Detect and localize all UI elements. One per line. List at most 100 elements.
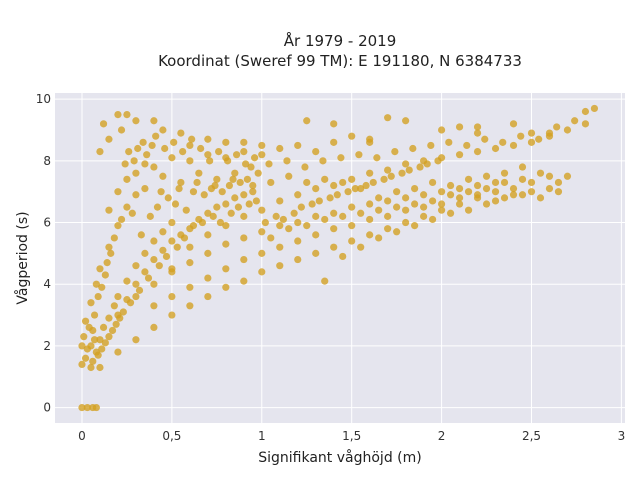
data-point (312, 212, 320, 220)
data-point (92, 280, 100, 288)
data-point (171, 200, 180, 208)
data-point (94, 351, 102, 359)
data-point (455, 194, 464, 202)
data-point (455, 151, 464, 159)
data-point (554, 178, 563, 187)
data-point (384, 225, 392, 233)
data-point (545, 129, 554, 137)
data-point (85, 323, 93, 331)
data-point (571, 117, 579, 125)
data-point (303, 178, 311, 187)
data-point (252, 197, 260, 205)
data-point (527, 188, 536, 196)
data-point (402, 206, 410, 214)
data-point (455, 123, 464, 131)
x-tick-label: 1 (258, 429, 266, 443)
data-point (411, 222, 419, 230)
data-point (204, 231, 212, 239)
data-point (402, 117, 410, 125)
data-point (402, 218, 410, 227)
data-point (464, 206, 473, 214)
data-point (114, 348, 122, 356)
data-point (119, 308, 127, 316)
data-point (141, 185, 149, 193)
data-point (366, 200, 374, 208)
data-point (103, 259, 111, 267)
data-point (105, 135, 113, 143)
data-point (204, 292, 212, 301)
data-point (536, 194, 545, 202)
data-point (198, 218, 207, 227)
x-tick-label: 2,5 (522, 429, 541, 443)
data-point (553, 123, 561, 131)
data-point (101, 271, 109, 279)
data-point (189, 222, 198, 230)
data-point (240, 147, 248, 156)
data-point (267, 234, 275, 242)
data-point (152, 132, 160, 140)
data-point (211, 181, 219, 190)
data-point (473, 123, 482, 131)
data-point (92, 403, 100, 412)
data-point (121, 160, 129, 168)
x-tick-label: 3 (618, 429, 626, 443)
data-point (554, 188, 563, 196)
data-point (240, 212, 248, 220)
data-point (130, 157, 138, 165)
data-point (312, 147, 320, 156)
data-point (590, 104, 599, 113)
data-point (139, 138, 147, 146)
data-point (123, 203, 131, 211)
data-point (83, 403, 91, 412)
data-point (141, 160, 149, 168)
data-points (78, 104, 599, 412)
data-point (78, 403, 86, 412)
data-point (258, 228, 266, 236)
data-point (209, 212, 217, 220)
data-point (222, 222, 230, 230)
data-point (473, 181, 482, 190)
data-point (348, 132, 356, 140)
data-point (402, 160, 410, 168)
data-point (215, 147, 223, 156)
data-point (366, 169, 374, 177)
data-point (236, 178, 244, 187)
data-point (96, 363, 104, 372)
data-point (384, 114, 392, 122)
data-point (509, 141, 518, 150)
data-point (429, 197, 437, 205)
data-point (247, 163, 255, 171)
data-point (420, 203, 428, 211)
data-point (420, 191, 428, 199)
data-point (241, 160, 250, 168)
data-point (150, 280, 158, 288)
data-point (90, 336, 99, 344)
data-point (87, 363, 95, 372)
data-point (563, 126, 572, 134)
data-point (137, 231, 145, 239)
data-point (117, 215, 126, 224)
data-point (222, 138, 230, 146)
data-point (173, 243, 181, 251)
data-point (348, 222, 356, 230)
data-point (258, 141, 266, 150)
data-point (132, 292, 140, 301)
data-point (99, 323, 108, 331)
data-point (150, 323, 158, 331)
data-point (321, 215, 329, 224)
data-point (491, 178, 500, 187)
data-point (200, 191, 208, 199)
data-point (330, 225, 338, 233)
data-point (182, 206, 190, 214)
data-point (326, 194, 334, 202)
data-point (276, 197, 284, 205)
data-point (186, 302, 194, 310)
data-point (96, 265, 104, 273)
data-point (195, 169, 203, 177)
data-point (330, 181, 338, 190)
data-point (240, 277, 248, 285)
data-point (213, 203, 221, 211)
data-point (455, 185, 464, 193)
data-point (482, 200, 491, 208)
data-point (393, 188, 401, 196)
